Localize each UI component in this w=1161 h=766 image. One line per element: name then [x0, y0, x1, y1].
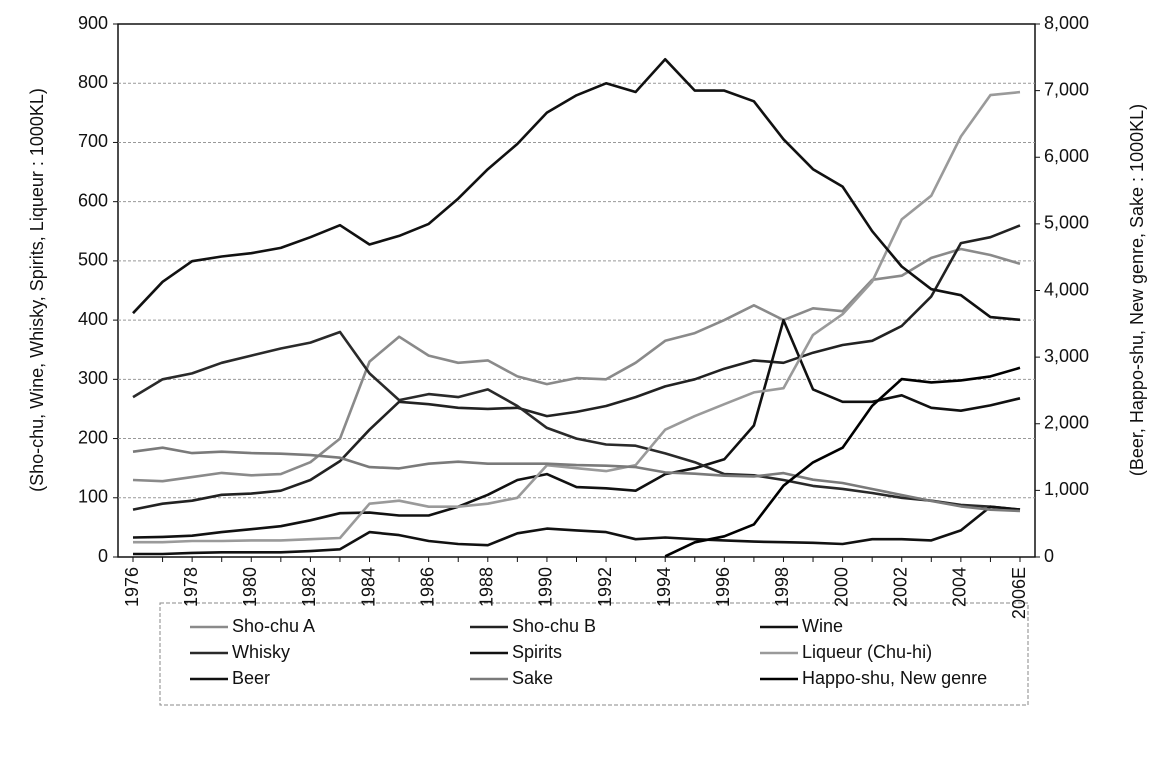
x-tick-label: 1994	[654, 567, 674, 607]
x-tick-label: 2000	[831, 567, 851, 607]
y-tick-label: 200	[78, 427, 108, 447]
y-tick-label: 800	[78, 72, 108, 92]
series-line	[132, 224, 1021, 511]
y2-tick-label: 6,000	[1044, 146, 1089, 166]
x-tick-label: 2006E	[1009, 567, 1029, 619]
legend-label: Wine	[802, 616, 843, 636]
y2-tick-label: 7,000	[1044, 79, 1089, 99]
y2-tick-label: 2,000	[1044, 413, 1089, 433]
series-line	[132, 330, 1021, 511]
y-tick-label: 100	[78, 487, 108, 507]
legend-label: Sake	[512, 668, 553, 688]
y2-tick-label: 0	[1044, 546, 1054, 566]
x-tick-label: 1986	[417, 567, 437, 607]
x-tick-label: 1988	[477, 567, 497, 607]
legend-label: Spirits	[512, 642, 562, 662]
x-tick-label: 1982	[299, 567, 319, 607]
legend-label: Sho-chu B	[512, 616, 596, 636]
y-tick-label: 500	[78, 250, 108, 270]
y-tick-label: 600	[78, 190, 108, 210]
y2-tick-label: 8,000	[1044, 13, 1089, 33]
series-line	[664, 366, 1021, 558]
legend-label: Happo-shu, New genre	[802, 668, 987, 688]
series-line	[132, 446, 1021, 513]
y-tick-label: 900	[78, 13, 108, 33]
legend-label: Beer	[232, 668, 270, 688]
x-tick-label: 1980	[240, 567, 260, 607]
y2-tick-label: 3,000	[1044, 346, 1089, 366]
y2-axis-label: (Beer, Happo-shu, New genre, Sake : 1000…	[1127, 104, 1147, 476]
series-line	[133, 505, 1021, 556]
legend-box	[159, 602, 1029, 706]
x-tick-label: 1992	[595, 567, 615, 607]
x-tick-label: 1978	[181, 567, 201, 607]
y2-tick-label: 1,000	[1044, 479, 1089, 499]
x-tick-label: 2002	[890, 567, 910, 607]
series-line	[132, 58, 1021, 322]
series-line	[133, 90, 1021, 544]
legend-label: Sho-chu A	[232, 616, 315, 636]
y-tick-label: 0	[98, 546, 108, 566]
series-line	[132, 318, 1021, 539]
x-tick-label: 1990	[536, 567, 556, 607]
y2-tick-label: 4,000	[1044, 279, 1089, 299]
legend-label: Whisky	[232, 642, 290, 662]
y-tick-label: 300	[78, 368, 108, 388]
x-tick-label: 1998	[772, 567, 792, 607]
y2-tick-label: 5,000	[1044, 213, 1089, 233]
x-tick-label: 1996	[713, 567, 733, 607]
x-tick-label: 1984	[358, 567, 378, 607]
y-tick-label: 400	[78, 309, 108, 329]
y-axis-label: (Sho-chu, Wine, Whisky, Spirits, Liqueur…	[27, 88, 47, 492]
x-tick-label: 2004	[950, 567, 970, 607]
x-tick-label: 1976	[122, 567, 142, 607]
plot-frame	[117, 23, 1036, 558]
legend-label: Liqueur (Chu-hi)	[802, 642, 932, 662]
y-tick-label: 700	[78, 131, 108, 151]
series-line	[132, 247, 1021, 483]
